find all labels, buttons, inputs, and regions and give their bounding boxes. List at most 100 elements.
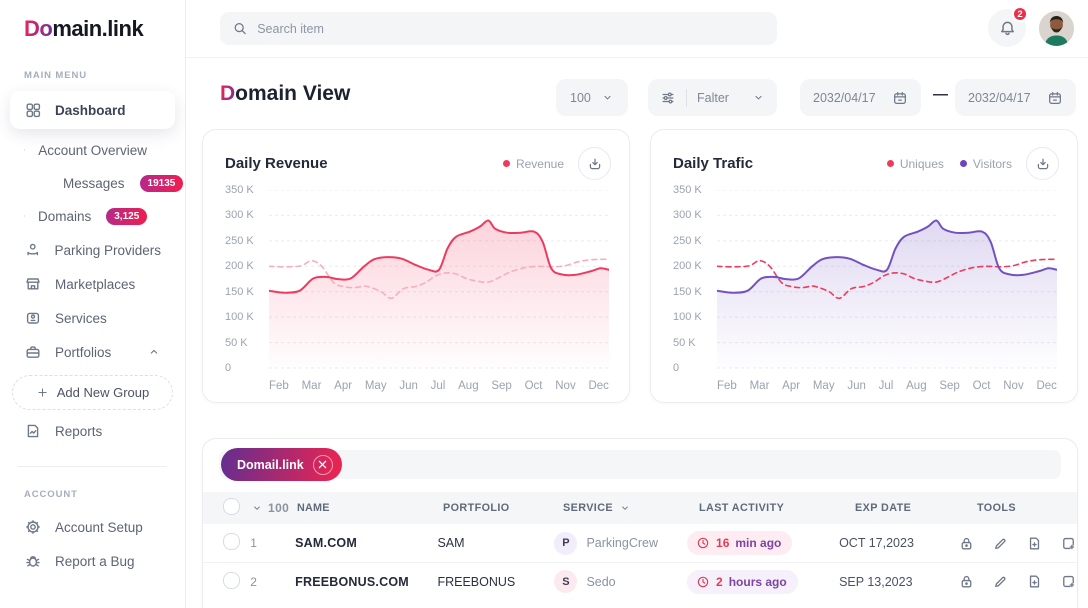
download-button[interactable] — [578, 147, 611, 180]
chip-remove-button[interactable] — [312, 454, 333, 475]
rows-per-page[interactable]: 100 — [251, 501, 297, 515]
sidebar-item-parking-providers[interactable]: Parking Providers — [10, 233, 175, 267]
sidebar-item-dashboard[interactable]: Dashboard — [10, 91, 175, 129]
user-avatar[interactable] — [1039, 11, 1074, 46]
add-new-group-button[interactable]: Add New Group — [12, 375, 173, 410]
domain-name: SAM.COM — [295, 536, 357, 550]
chip-label: Domail.link — [237, 457, 304, 472]
daily-revenue-card: Daily Revenue Revenue 350 K 300 K 250 K 200… — [202, 129, 630, 403]
domains-badge: 3,125 — [106, 207, 148, 225]
plus-icon — [38, 388, 47, 397]
sidebar-item-account-overview[interactable]: Account Overview — [10, 133, 175, 167]
edit-button[interactable] — [992, 535, 1009, 552]
column-header-last-activity[interactable]: LAST ACTIVITY — [699, 502, 785, 514]
sidebar-item-portfolios[interactable]: Portfolios — [10, 335, 175, 369]
domain-filter-chip[interactable]: Domail.link — [221, 448, 342, 481]
lock-icon — [961, 575, 972, 588]
avatar-image — [1039, 11, 1074, 46]
table-row[interactable]: 2 FREEBONUS.COM FREEBONUS S Sedo 2 hours … — [203, 562, 1077, 600]
domain-name: FREEBONUS.COM — [295, 574, 409, 589]
portfolio-name: FREEBONUS — [437, 574, 516, 589]
sidebar-item-domains[interactable]: Domains 3,125 — [10, 199, 175, 233]
date-to-input[interactable]: 2032/04/17 — [955, 79, 1076, 116]
row-checkbox[interactable] — [223, 571, 240, 589]
page-title: Domain View — [220, 82, 351, 105]
filter-chip-strip: Domail.link — [219, 448, 1061, 481]
edit-button[interactable] — [992, 573, 1009, 590]
service-avatar: P — [554, 531, 578, 555]
last-activity-badge: 16 min ago — [687, 531, 793, 555]
sidebar-item-messages[interactable]: Messages 19135 — [42, 167, 184, 199]
chart-legend: Uniques Visitors — [886, 157, 1012, 171]
sidebar-item-label: Report a Bug — [55, 553, 135, 569]
chart-legend: Revenue — [502, 157, 564, 171]
chart-canvas — [269, 190, 609, 369]
date-to-value: 2032/04/17 — [968, 90, 1031, 105]
chevron-down-icon — [622, 506, 628, 510]
download-icon — [589, 158, 600, 169]
table-row[interactable]: 1 SAM.COM SAM P ParkingCrew 16 min ago OC… — [203, 524, 1077, 562]
sidebar-item-services[interactable]: Services — [10, 301, 175, 335]
sidebar-item-label: Domains — [37, 208, 92, 224]
bug-icon — [26, 556, 40, 567]
search-box[interactable] — [220, 12, 777, 45]
sidebar-item-label: Reports — [55, 423, 103, 439]
section-label-main-menu: MAIN MENU — [24, 70, 87, 81]
chart-title: Daily Revenue — [225, 155, 328, 172]
column-header-service[interactable]: SERVICE — [563, 502, 699, 514]
table-header-row: 100 NAME PORTFOLIO SERVICE LAST ACTIVITY… — [203, 492, 1077, 524]
row-tools — [958, 535, 1077, 552]
search-input[interactable] — [257, 21, 765, 36]
sidebar-divider — [18, 466, 167, 467]
chevron-up-icon — [150, 349, 158, 354]
sidebar-item-marketplaces[interactable]: Marketplaces — [10, 267, 175, 301]
legend-item: Uniques — [886, 157, 944, 171]
sidebar-item-label: Account Setup — [55, 519, 143, 535]
lock-button[interactable] — [958, 535, 975, 552]
download-button[interactable] — [1026, 147, 1059, 180]
sidebar-item-account-setup[interactable]: Account Setup — [10, 510, 175, 544]
column-header-name[interactable]: NAME — [297, 502, 330, 514]
chevron-down-icon — [160, 215, 161, 217]
add-note-button[interactable] — [1060, 535, 1077, 552]
row-checkbox[interactable] — [223, 533, 240, 550]
x-axis-labels: Feb Mar Apr May Jun Jul Aug Sep Oct Nov Dec — [717, 380, 1057, 392]
lock-icon — [961, 537, 972, 549]
hand-coin-icon — [27, 243, 39, 256]
notifications-button[interactable]: 2 — [988, 6, 1028, 47]
exp-date: SEP 13,2023 — [839, 574, 913, 589]
select-all-checkbox[interactable] — [223, 498, 240, 515]
column-header-tools: TOOLS — [977, 502, 1016, 514]
clock-icon — [697, 537, 709, 549]
sidebar-item-reports[interactable]: Reports — [10, 414, 175, 448]
service-name: Sedo — [586, 574, 616, 589]
calendar-icon — [1049, 91, 1061, 104]
sidebar-item-report-a-bug[interactable]: Report a Bug — [10, 544, 175, 578]
date-from-input[interactable]: 2032/04/17 — [800, 79, 921, 116]
chevron-down-icon — [604, 95, 611, 100]
add-file-button[interactable] — [1026, 535, 1043, 552]
filter-select[interactable]: Falter — [648, 79, 777, 116]
divider — [686, 88, 687, 107]
clock-icon — [697, 576, 709, 587]
add-file-button[interactable] — [1026, 573, 1043, 590]
legend-dot — [886, 160, 894, 167]
globe-icon — [24, 215, 25, 217]
last-activity-badge: 2 hours ago — [687, 569, 798, 594]
column-header-exp-date[interactable]: EXP DATE — [855, 502, 912, 514]
store-icon — [26, 278, 40, 290]
services-box-icon — [26, 312, 40, 324]
filter-label: Falter — [697, 90, 729, 105]
column-header-portfolio[interactable]: PORTFOLIO — [443, 502, 510, 514]
topbar: 2 — [186, 0, 1088, 58]
file-plus-icon — [1029, 575, 1040, 588]
brand-logo[interactable]: Domain.link — [24, 16, 144, 41]
row-number: 1 — [250, 536, 257, 550]
page-size-select[interactable]: 100 — [556, 79, 628, 116]
row-tools — [958, 573, 1077, 590]
add-note-button[interactable] — [1060, 573, 1077, 590]
lock-button[interactable] — [958, 573, 975, 590]
